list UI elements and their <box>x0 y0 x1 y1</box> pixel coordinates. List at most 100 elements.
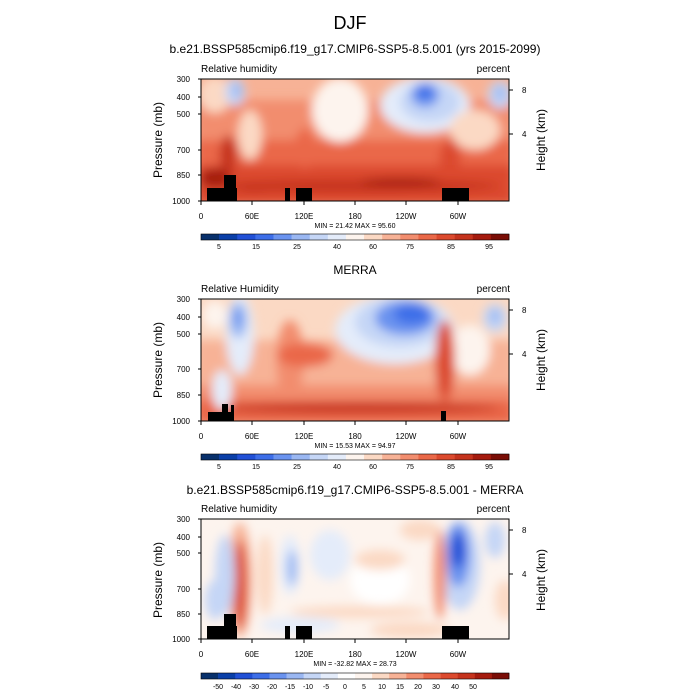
variable-label: Relative humidity <box>201 504 277 515</box>
y2-tick-label: 4 <box>522 570 527 579</box>
y-tick-label: 300 <box>177 515 191 524</box>
colorbar-swatch <box>355 673 373 679</box>
x-tick-label: 60W <box>450 432 467 441</box>
x-tick-label: 60W <box>450 212 467 221</box>
colorbar-tick-label: 0 <box>343 684 347 691</box>
colorbar-tick-label: 40 <box>451 684 459 691</box>
colorbar-swatch <box>418 454 437 460</box>
colorbar-tick-label: 40 <box>333 464 341 471</box>
colorbar-swatch <box>400 454 419 460</box>
colorbar-swatch <box>237 454 256 460</box>
variable-label: Relative Humidity <box>201 284 279 295</box>
colorbar-tick-label: -40 <box>231 684 241 691</box>
colorbar-swatch <box>235 673 253 679</box>
colorbar-swatch <box>219 234 238 240</box>
colorbar-tick-label: 60 <box>369 244 377 251</box>
colorbar-tick-label: 75 <box>406 464 414 471</box>
x-tick-label: 0 <box>199 650 204 659</box>
y-axis-label: Pressure (mb) <box>151 322 165 398</box>
y2-tick-label: 8 <box>522 306 527 315</box>
y-tick-label: 400 <box>177 93 191 102</box>
panel-title: b.e21.BSSP585cmip6.f19_g17.CMIP6-SSP5-8.… <box>170 42 541 56</box>
colorbar-swatch <box>400 234 419 240</box>
colorbar-swatch <box>255 454 274 460</box>
colorbar-swatch <box>291 234 311 240</box>
colorbar-swatch <box>474 673 493 679</box>
x-tick-label: 120E <box>295 432 314 441</box>
colorbar-swatch <box>454 234 474 240</box>
colorbar-swatch <box>440 673 458 679</box>
y-tick-label: 850 <box>177 171 191 180</box>
y-tick-label: 400 <box>177 313 191 322</box>
x-axis: 0 60E 120E 180 120W 60W <box>199 201 467 221</box>
colorbar-swatch <box>237 234 256 240</box>
colorbar-swatch <box>327 454 347 460</box>
colorbar-tick-label: 20 <box>414 684 422 691</box>
colorbar-tick-label: -30 <box>249 684 259 691</box>
colorbar-swatch <box>291 454 311 460</box>
page-title: DJF <box>334 13 367 33</box>
panel-title: MERRA <box>333 263 376 277</box>
colorbar-swatch <box>490 454 510 460</box>
colorbar-tick-label: -10 <box>303 684 313 691</box>
colorbar-tick-label: -5 <box>323 684 329 691</box>
units-label: percent <box>477 504 511 515</box>
colorbar-swatch <box>436 234 455 240</box>
y-tick-label: 1000 <box>172 197 190 206</box>
terrain-mask <box>208 404 446 421</box>
x-tick-label: 60E <box>245 432 259 441</box>
colorbar-swatch <box>286 673 304 679</box>
y-axis-right: 8 4 <box>509 86 527 139</box>
colorbar-ticks: 5 15 25 40 60 75 85 95 <box>217 464 493 471</box>
colorbar-swatch <box>457 673 476 679</box>
terrain-mask <box>207 614 469 639</box>
y-axis-right: 8 4 <box>509 306 527 359</box>
colorbar-swatch <box>472 234 492 240</box>
y2-axis-label: Height (km) <box>534 329 548 391</box>
colorbar-swatch <box>382 234 401 240</box>
y-tick-label: 300 <box>177 295 191 304</box>
colorbar-ticks: -50 -40 -30 -20 -15 -10 -5 0 5 10 15 20 … <box>213 684 477 691</box>
colorbar-tick-label: 25 <box>293 464 301 471</box>
y-axis-left: 300 400 500 700 850 1000 <box>172 75 201 206</box>
panel-merra: MERRA Relative Humidity percent <box>151 263 548 471</box>
colorbar-tick-label: 15 <box>252 464 260 471</box>
contour-field <box>201 299 509 421</box>
colorbar-swatch <box>219 454 238 460</box>
colorbar-tick-label: -15 <box>285 684 295 691</box>
y-tick-label: 500 <box>177 549 191 558</box>
colorbar-tick-label: 75 <box>406 244 414 251</box>
colorbar <box>200 233 510 241</box>
x-tick-label: 120E <box>295 650 314 659</box>
y-axis-right: 8 4 <box>509 526 527 579</box>
colorbar-tick-label: -50 <box>213 684 223 691</box>
colorbar-swatch <box>337 673 356 679</box>
y-tick-label: 500 <box>177 110 191 119</box>
x-tick-label: 120W <box>396 432 417 441</box>
x-axis: 0 60E 120E 180 120W 60W <box>199 639 467 659</box>
colorbar-swatch <box>406 673 424 679</box>
y-tick-label: 300 <box>177 75 191 84</box>
colorbar-tick-label: 5 <box>217 244 221 251</box>
colorbar-frame <box>200 233 510 241</box>
colorbar-tick-label: 85 <box>447 464 455 471</box>
colorbar-swatch <box>472 454 492 460</box>
y2-axis-label: Height (km) <box>534 109 548 171</box>
colorbar <box>200 453 510 461</box>
colorbar-swatch <box>255 234 274 240</box>
colorbar-swatch <box>327 234 347 240</box>
colorbar-swatch <box>423 673 441 679</box>
colorbar-swatch <box>490 234 510 240</box>
colorbar-swatch <box>201 454 220 460</box>
colorbar-swatch <box>345 454 365 460</box>
colorbar-tick-label: 15 <box>252 244 260 251</box>
x-tick-label: 120W <box>396 212 417 221</box>
colorbar-swatch <box>252 673 270 679</box>
x-tick-label: 0 <box>199 432 204 441</box>
colorbar-swatch <box>269 673 287 679</box>
y-tick-label: 700 <box>177 365 191 374</box>
colorbar-tick-label: 5 <box>362 684 366 691</box>
units-label: percent <box>477 284 511 295</box>
colorbar-tick-label: -20 <box>267 684 277 691</box>
